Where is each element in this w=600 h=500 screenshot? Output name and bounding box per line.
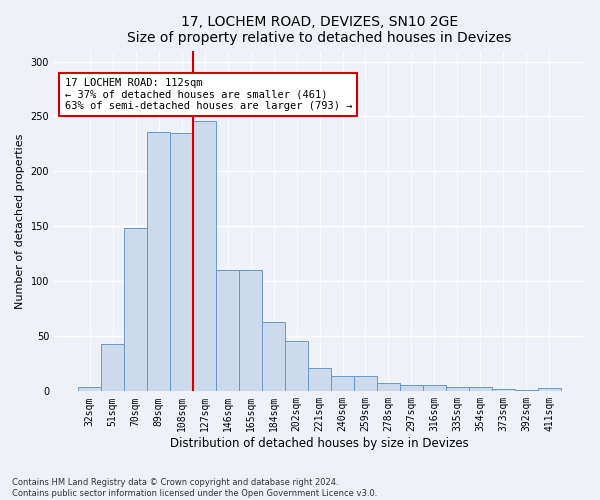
- Bar: [124, 228, 147, 392]
- Bar: [78, 387, 101, 392]
- X-axis label: Distribution of detached houses by size in Devizes: Distribution of detached houses by size …: [170, 437, 469, 450]
- Bar: [354, 376, 377, 392]
- Text: 17 LOCHEM ROAD: 112sqm
← 37% of detached houses are smaller (461)
63% of semi-de: 17 LOCHEM ROAD: 112sqm ← 37% of detached…: [65, 78, 352, 111]
- Bar: [492, 389, 515, 392]
- Bar: [400, 384, 423, 392]
- Bar: [423, 384, 446, 392]
- Bar: [262, 322, 285, 392]
- Bar: [331, 376, 354, 392]
- Text: Contains HM Land Registry data © Crown copyright and database right 2024.
Contai: Contains HM Land Registry data © Crown c…: [12, 478, 377, 498]
- Bar: [308, 368, 331, 392]
- Bar: [101, 344, 124, 392]
- Bar: [239, 270, 262, 392]
- Bar: [147, 132, 170, 392]
- Bar: [377, 382, 400, 392]
- Bar: [538, 388, 561, 392]
- Title: 17, LOCHEM ROAD, DEVIZES, SN10 2GE
Size of property relative to detached houses : 17, LOCHEM ROAD, DEVIZES, SN10 2GE Size …: [127, 15, 512, 45]
- Bar: [193, 121, 216, 392]
- Bar: [170, 133, 193, 392]
- Bar: [216, 270, 239, 392]
- Bar: [469, 387, 492, 392]
- Bar: [446, 387, 469, 392]
- Y-axis label: Number of detached properties: Number of detached properties: [15, 133, 25, 308]
- Bar: [285, 341, 308, 392]
- Bar: [515, 390, 538, 392]
